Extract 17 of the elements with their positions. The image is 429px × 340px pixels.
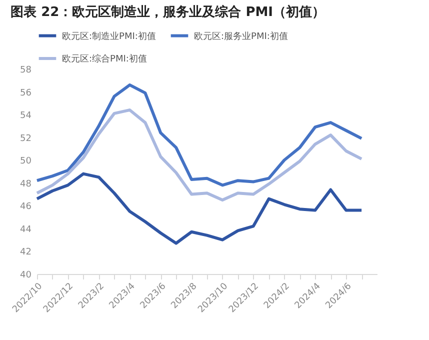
y-tick-label: 56 (20, 88, 32, 98)
legend-label: 欧元区:服务业PMI:初值 (194, 30, 288, 42)
y-tick-label: 44 (20, 224, 32, 235)
y-tick-label: 50 (20, 156, 32, 167)
line-series (36, 108, 364, 202)
y-tick-label: 58 (20, 66, 32, 76)
legend-label: 欧元区:综合PMI:初值 (62, 54, 147, 64)
y-tick-label: 46 (20, 202, 32, 212)
chart-title: 图表 22：欧元区制造业，服务业及综合 PMI（初值） (10, 4, 326, 20)
y-tick-label: 42 (20, 248, 32, 258)
y-tick-label: 48 (20, 179, 32, 190)
y-tick-label: 40 (20, 270, 32, 280)
line-series (36, 172, 364, 245)
legend-label: 欧元区:制造业PMI:初值 (62, 30, 156, 42)
y-tick-label: 54 (20, 111, 32, 122)
y-tick-label: 52 (20, 134, 32, 144)
line-series (36, 83, 364, 187)
